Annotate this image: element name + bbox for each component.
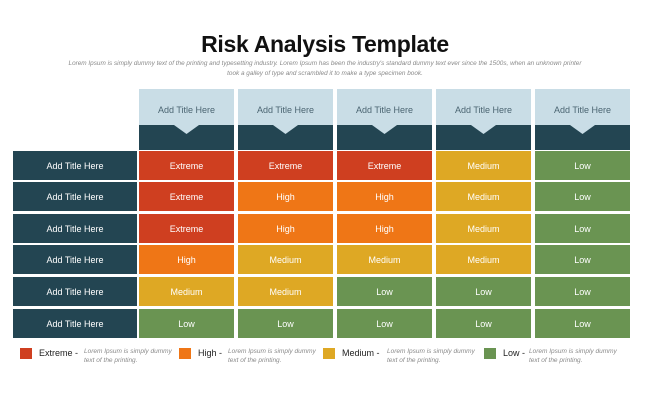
row-header-5: Add Title Here <box>13 277 137 306</box>
legend-swatch-extreme <box>20 348 32 359</box>
risk-cell: Medium <box>139 277 234 306</box>
legend-swatch-low <box>484 348 496 359</box>
risk-cell: Low <box>535 245 630 274</box>
column-header-2: Add Title Here <box>238 89 333 150</box>
legend-swatch-high <box>179 348 191 359</box>
legend-label: Extreme - <box>39 348 79 358</box>
risk-cell: Extreme <box>337 151 432 180</box>
risk-cell: High <box>139 245 234 274</box>
risk-cell: Medium <box>436 182 531 211</box>
risk-cell: Extreme <box>139 214 234 243</box>
row-header-4: Add Title Here <box>13 245 137 274</box>
risk-cell: Low <box>535 182 630 211</box>
risk-cell: Low <box>535 277 630 306</box>
column-header-label: Add Title Here <box>355 105 414 115</box>
column-header-4: Add Title Here <box>436 89 531 150</box>
risk-cell: Low <box>139 309 234 338</box>
risk-cell: Low <box>337 277 432 306</box>
risk-cell: Medium <box>238 245 333 274</box>
legend-description: Lorem Ipsum is simply dummy text of the … <box>84 348 172 364</box>
legend-label: High - <box>198 348 223 358</box>
row-header-1: Add Title Here <box>13 151 137 180</box>
column-header-1: Add Title Here <box>139 89 234 150</box>
risk-cell: Medium <box>238 277 333 306</box>
risk-cell: Extreme <box>139 182 234 211</box>
risk-cell: Low <box>337 309 432 338</box>
legend-description: Lorem Ipsum is simply dummy text of the … <box>387 348 475 364</box>
risk-cell: High <box>238 214 333 243</box>
risk-cell: Low <box>535 309 630 338</box>
legend-description: Lorem Ipsum is simply dummy text of the … <box>529 348 617 364</box>
legend-swatch-medium <box>323 348 335 359</box>
chevron-down-icon <box>238 125 333 150</box>
legend-description: Lorem Ipsum is simply dummy text of the … <box>228 348 316 364</box>
row-header-3: Add Title Here <box>13 214 137 243</box>
legend-label: Low - <box>503 348 526 358</box>
column-header-3: Add Title Here <box>337 89 432 150</box>
risk-cell: Low <box>436 309 531 338</box>
page-subtitle: Lorem Ipsum is simply dummy text of the … <box>68 60 582 77</box>
legend-label: Medium - <box>342 348 380 358</box>
risk-cell: Low <box>535 214 630 243</box>
risk-cell: Low <box>238 309 333 338</box>
risk-cell: High <box>238 182 333 211</box>
column-header-label: Add Title Here <box>256 105 315 115</box>
risk-cell: Medium <box>436 214 531 243</box>
column-header-label: Add Title Here <box>454 105 513 115</box>
risk-cell: High <box>337 182 432 211</box>
risk-cell: Extreme <box>238 151 333 180</box>
chevron-down-icon <box>436 125 531 150</box>
chevron-down-icon <box>535 125 630 150</box>
row-header-6: Add Title Here <box>13 309 137 338</box>
risk-cell: Medium <box>436 151 531 180</box>
row-header-2: Add Title Here <box>13 182 137 211</box>
risk-cell: High <box>337 214 432 243</box>
risk-cell: Medium <box>436 245 531 274</box>
risk-cell: Low <box>436 277 531 306</box>
column-header-label: Add Title Here <box>553 105 612 115</box>
column-header-label: Add Title Here <box>157 105 216 115</box>
chevron-down-icon <box>139 125 234 150</box>
risk-cell: Low <box>535 151 630 180</box>
column-header-5: Add Title Here <box>535 89 630 150</box>
risk-cell: Medium <box>337 245 432 274</box>
chevron-down-icon <box>337 125 432 150</box>
page-title: Risk Analysis Template <box>201 31 449 57</box>
risk-cell: Extreme <box>139 151 234 180</box>
